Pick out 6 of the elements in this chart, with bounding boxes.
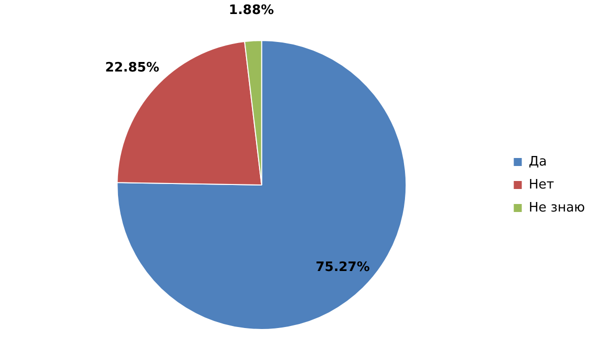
data-label: 75.27% xyxy=(316,260,370,275)
legend-label: Нет xyxy=(528,177,555,192)
legend-label: Не знаю xyxy=(528,200,586,216)
data-label: 22.85% xyxy=(105,60,160,76)
data-label: 1.88% xyxy=(228,3,274,18)
legend-label: Да xyxy=(528,154,547,170)
